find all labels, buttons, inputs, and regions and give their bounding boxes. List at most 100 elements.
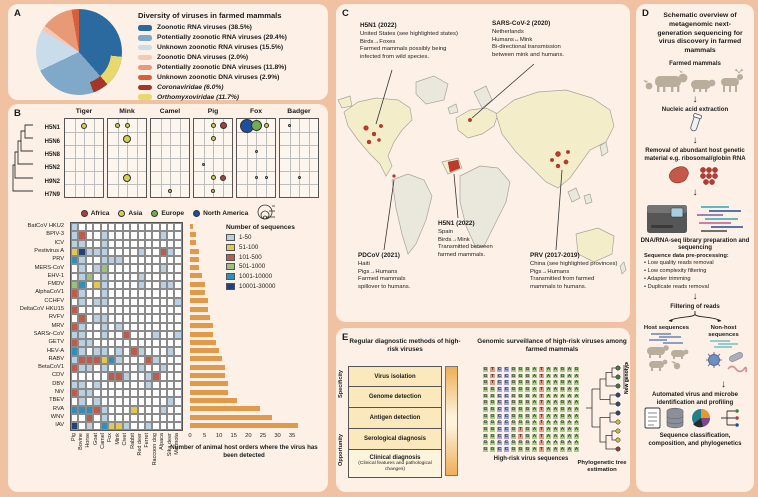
heatmap-cell	[122, 397, 131, 406]
alignment-base: A	[566, 439, 573, 447]
pie-legend-label: Unknown zoonotic RNA viruses (15.5%)	[157, 44, 284, 52]
facet-gridline	[108, 171, 146, 172]
alignment-base: A	[559, 446, 566, 453]
heatmap-cell	[167, 314, 175, 323]
heatmap-row-label: IAV	[55, 422, 64, 429]
heatmap-cell	[71, 223, 79, 232]
pie-legend-label: Zoonotic RNA viruses (38.5%)	[157, 24, 252, 32]
heatmap-cell	[85, 388, 94, 398]
annotation-line: infected from wild species.	[360, 53, 430, 60]
heatmap-row-label: BPIV-3	[46, 231, 64, 238]
strain-label-h7n9: H7N9	[44, 191, 60, 198]
heatmap-cell	[93, 380, 101, 389]
heatmap-cell	[115, 272, 123, 282]
region-se-asia	[567, 187, 581, 203]
alignment-base: A	[566, 392, 573, 400]
heatmap-cell	[167, 413, 175, 423]
alignment-base: A	[545, 419, 552, 427]
heatmap-cell	[107, 231, 116, 240]
alignment-base: G	[482, 426, 489, 433]
facet-gridline	[108, 132, 146, 133]
heatmap-cell	[152, 256, 160, 265]
heatmap-cell	[93, 247, 101, 257]
axis-specificity-label: Specificity	[338, 370, 344, 398]
heatmap-legend-label: 51-100	[239, 244, 259, 252]
heatmap-cell	[144, 405, 153, 414]
facet-title: Fox	[249, 108, 263, 115]
alignment-base: A	[531, 419, 538, 427]
alignment-base: A	[531, 426, 538, 433]
alignment-base: G	[559, 419, 566, 427]
alignment-base: G	[489, 446, 496, 453]
highlight-china-province	[555, 163, 561, 169]
heatmap-cell	[159, 305, 168, 315]
nonhost-sequences-column: Non-host sequences	[697, 325, 750, 379]
heatmap-cell	[122, 239, 131, 248]
pie-outer-ring	[36, 9, 122, 95]
heatmap-cell	[107, 380, 116, 389]
alignment-base: G	[510, 412, 517, 420]
heatmap-cell	[78, 305, 86, 315]
heatmap-cell	[100, 388, 108, 398]
facet-gridline	[237, 184, 275, 185]
alignment-base: A	[566, 379, 573, 387]
heatmap-cell	[78, 397, 86, 406]
pie-legend-label: Unknown zoonotic DNA viruses (2.9%)	[157, 73, 280, 81]
heatmap-cell	[159, 247, 168, 257]
annotation-h5n1-es: H5N1 (2022) Spain Birds→Mink Transmitted be…	[438, 220, 530, 259]
alignment-base: T	[538, 412, 545, 420]
heatmap-cell	[78, 223, 86, 232]
heatmap-cell	[144, 247, 153, 257]
facet-gridline	[280, 132, 318, 133]
heatmap-cell	[100, 405, 108, 414]
pie-legend-swatch	[138, 54, 152, 61]
heatmap-cell	[93, 231, 101, 240]
alignment-base: G	[510, 372, 517, 380]
heatmap-cell	[115, 355, 123, 365]
alignment-base: G	[510, 386, 517, 393]
heatmap-cell	[174, 314, 182, 323]
down-arrow-icon: ↓	[692, 135, 698, 147]
heatmap-cell	[152, 239, 160, 248]
heatmap-cell	[78, 330, 86, 340]
heatmap-cell	[71, 297, 79, 306]
heatmap-cell	[93, 422, 101, 431]
alignment-base: C	[496, 432, 503, 440]
alignment-base: G	[524, 432, 531, 440]
continent-legend-item: Asia	[118, 209, 142, 217]
bar-axis-tick: 25	[259, 433, 267, 439]
heatmap-cell	[152, 322, 160, 331]
callout-line-us	[375, 69, 393, 125]
heatmap-cell	[122, 281, 131, 290]
alignment-base: G	[482, 419, 489, 427]
heatmap-cell	[78, 422, 86, 431]
heatmap-cell	[85, 339, 94, 348]
pie-legend-item: Unknown zoonotic DNA viruses (2.9%)	[138, 72, 324, 82]
outbreak-highlights	[363, 118, 570, 178]
dotplot-facets: Tiger Mink Camel Pig Fox Badger	[64, 108, 319, 198]
heatmap-cell	[137, 397, 145, 406]
alignment-base: A	[531, 379, 538, 387]
heatmap-cell	[78, 364, 86, 373]
heatmap-cell	[100, 330, 108, 340]
heatmap-cell	[152, 405, 160, 414]
alignment-base: G	[482, 446, 489, 453]
continent-australia	[575, 227, 615, 263]
heatmap-cell	[152, 305, 160, 315]
heatmap-cell	[100, 305, 108, 315]
dot-size-legend-icon	[257, 204, 277, 222]
pie-legend-item: Zoonotic DNA viruses (2.0%)	[138, 53, 324, 63]
alignment-base: G	[524, 366, 531, 373]
heatmap-cell	[93, 364, 101, 373]
dotplot-point	[263, 123, 269, 128]
host-orders-bar	[190, 364, 226, 370]
alignment-base: G	[524, 412, 531, 420]
heatmap-cell	[137, 388, 145, 398]
heatmap-cell	[85, 413, 94, 423]
heatmap-column-label: Raccoon dog	[151, 433, 158, 477]
heatmap-cell	[78, 297, 86, 306]
alignment-base: C	[503, 439, 510, 447]
heatmap-cell	[152, 314, 160, 323]
continent-south-america	[391, 173, 433, 255]
heatmap-cell	[85, 264, 94, 273]
